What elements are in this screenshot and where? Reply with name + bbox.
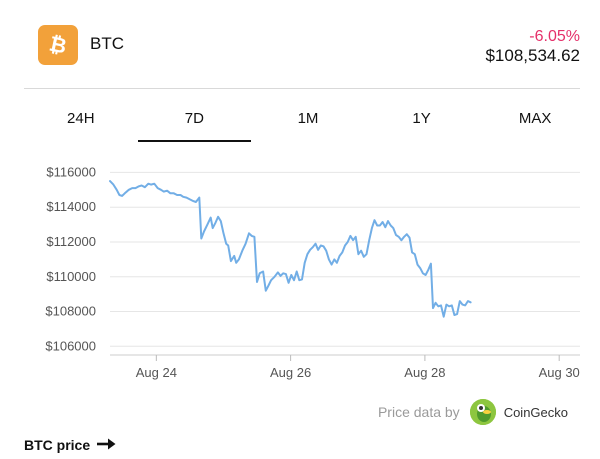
y-tick-label: $112000 <box>46 234 96 249</box>
bitcoin-glyph: ₿ <box>47 33 69 57</box>
tab-max[interactable]: MAX <box>518 110 552 127</box>
y-tick-label: $114000 <box>46 199 96 214</box>
arrow-right-icon <box>96 437 116 453</box>
current-price: $108,534.62 <box>485 46 580 65</box>
coingecko-glyph <box>469 399 496 425</box>
btc-price-link-label: BTC price <box>24 437 91 453</box>
price-chart-svg: $116000 $114000 $112000 $110000 $108000 $1060… <box>45 164 580 380</box>
bitcoin-icon: ₿ <box>38 25 78 65</box>
svg-text:₿: ₿ <box>47 33 69 57</box>
x-tick-label: Aug 30 <box>539 365 580 380</box>
tab-1y[interactable]: 1Y <box>412 110 431 127</box>
price-series-line <box>109 180 472 318</box>
coingecko-icon[interactable] <box>469 399 496 425</box>
data-attribution: Price data by CoinGecko <box>378 398 568 426</box>
tab-1m[interactable]: 1M <box>297 110 319 127</box>
coingecko-name[interactable]: CoinGecko <box>503 404 568 420</box>
x-tick-label: Aug 24 <box>136 365 177 380</box>
x-tick-label: Aug 28 <box>404 365 445 380</box>
tab-24h[interactable]: 24H <box>67 110 95 127</box>
coin-name: BTC <box>90 34 124 53</box>
header-divider <box>24 88 580 89</box>
y-tick-label: $116000 <box>46 164 96 179</box>
btc-price-link[interactable]: BTC price <box>24 437 116 453</box>
y-tick-label: $108000 <box>45 304 96 319</box>
widget-header: ₿ BTC -6.05% $108,534.62 <box>0 0 600 88</box>
y-tick-label: $110000 <box>46 269 96 284</box>
x-tick-label: Aug 26 <box>270 365 311 380</box>
timeframe-tabs: 24H 7D 1M 1Y MAX <box>24 104 592 142</box>
attribution-text: Price data by <box>377 404 460 420</box>
price-chart[interactable]: $116000 $114000 $112000 $110000 $108000 $1060… <box>0 150 600 380</box>
tab-7d[interactable]: 7D <box>137 104 252 142</box>
y-tick-label: $106000 <box>45 338 96 353</box>
price-change: -6.05% <box>529 28 580 45</box>
